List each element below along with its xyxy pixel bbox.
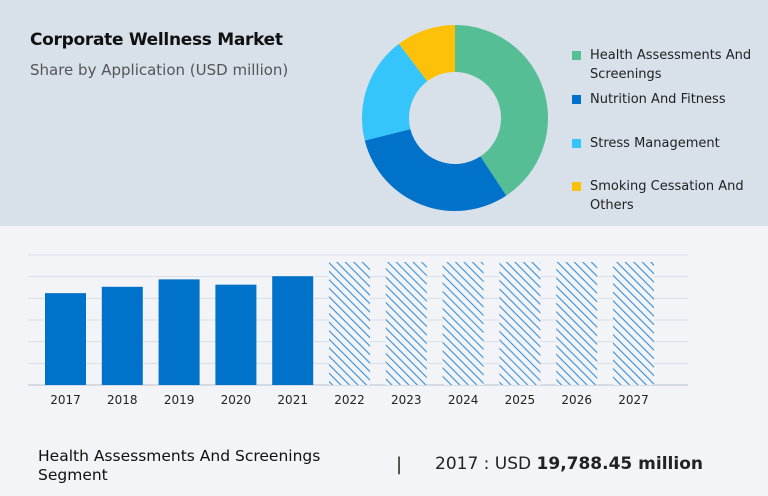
x-tick-label: 2020 bbox=[221, 393, 252, 407]
donut-slice bbox=[364, 129, 507, 211]
forecast-bar bbox=[329, 262, 370, 385]
value-amount: 19,788.45 million bbox=[536, 454, 703, 474]
forecast-bar bbox=[499, 262, 541, 385]
x-tick-label: 2025 bbox=[505, 393, 536, 407]
x-tick-label: 2023 bbox=[391, 393, 422, 407]
x-tick-label: 2018 bbox=[107, 393, 138, 407]
forecast-bar bbox=[556, 262, 598, 385]
segment-value: 2017 : USD 19,788.45 million bbox=[435, 454, 703, 474]
legend-item: Stress Management bbox=[572, 134, 762, 153]
donut-chart bbox=[362, 25, 548, 211]
forecast-bar bbox=[385, 262, 427, 385]
bar bbox=[215, 284, 257, 385]
segment-label: Health Assessments And Screenings Segmen… bbox=[38, 447, 321, 484]
chart-subtitle: Share by Application (USD million) bbox=[30, 61, 289, 79]
x-tick-label: 2024 bbox=[448, 393, 479, 407]
x-tick-label: 2027 bbox=[618, 393, 649, 407]
separator: | bbox=[396, 454, 403, 475]
bar-chart: 2017 2018 2019 2020 2021 2022 2023 2024 2025 2026… bbox=[28, 254, 688, 407]
donut-slice bbox=[362, 43, 428, 141]
x-tick-label: 2021 bbox=[277, 393, 308, 407]
donut-slice bbox=[455, 25, 548, 196]
legend-label: Smoking Cessation And Others bbox=[590, 179, 744, 213]
bar bbox=[272, 276, 314, 385]
chart-title: Corporate Wellness Market bbox=[30, 30, 283, 50]
x-tick-label: 2026 bbox=[561, 393, 592, 407]
x-tick-label: 2019 bbox=[164, 393, 195, 407]
legend-item: Nutrition And Fitness bbox=[572, 90, 762, 109]
legend-label: Health Assessments And Screenings bbox=[590, 48, 752, 82]
forecast-bar bbox=[613, 262, 654, 385]
legend-swatch bbox=[572, 182, 581, 191]
legend-swatch bbox=[572, 51, 581, 60]
bar bbox=[158, 279, 200, 385]
x-tick-label: 2022 bbox=[334, 393, 365, 407]
x-tick-label: 2017 bbox=[50, 393, 81, 407]
legend-swatch bbox=[572, 95, 581, 104]
bar bbox=[45, 293, 86, 385]
legend-swatch bbox=[572, 139, 581, 148]
legend-label: Nutrition And Fitness bbox=[590, 92, 726, 107]
legend-label: Stress Management bbox=[590, 136, 720, 151]
legend-item: Health Assessments And Screenings bbox=[572, 46, 762, 84]
legend-item: Smoking Cessation And Others bbox=[572, 177, 762, 215]
donut-slice bbox=[398, 25, 455, 82]
forecast-bar bbox=[442, 262, 484, 385]
bar bbox=[101, 286, 143, 385]
year-label: 2017 : USD bbox=[435, 454, 532, 474]
